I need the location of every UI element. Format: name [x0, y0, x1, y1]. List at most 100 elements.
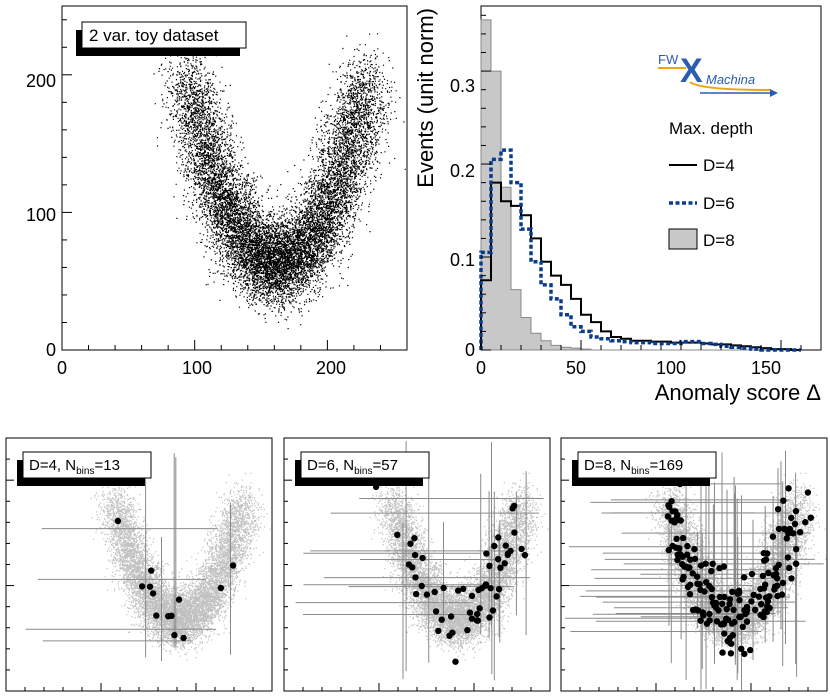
d8-bin-marker: [773, 570, 780, 578]
d6-bin-marker: [412, 574, 419, 581]
d8-bin-marker: [691, 545, 698, 553]
d6-bin-marker: [435, 627, 442, 635]
d8-bin-marker: [738, 645, 745, 652]
d8-bin-marker: [709, 560, 716, 567]
toy-y-tick-200: 200: [26, 71, 56, 91]
hist-y-tick-0.3: 0.3: [450, 76, 475, 96]
d8-bin-marker: [684, 542, 691, 550]
d6-bin-marker: [411, 535, 418, 542]
d6-bin-marker: [446, 632, 453, 639]
d8-bin-marker: [697, 586, 704, 594]
d8-bin-marker: [743, 618, 751, 625]
d8-bin-marker: [693, 606, 700, 613]
d8-label-box: D=8, Nbins=169: [572, 451, 717, 486]
d8-bin-marker: [687, 556, 694, 563]
d4-bin-marker: [168, 612, 175, 619]
d8-bin-marker: [736, 597, 743, 604]
d8-label-sub: bins: [631, 466, 649, 477]
toy-x-tick-100: 100: [182, 358, 212, 378]
d6-background-points: [368, 472, 549, 661]
d4-bin-marker: [114, 517, 122, 525]
d8-bin-marker: [691, 555, 699, 563]
d8-bin-marker: [721, 630, 728, 637]
d8-bin-marker: [748, 570, 756, 578]
d8-bin-marker: [781, 525, 788, 533]
d8-bin-marker: [741, 650, 748, 658]
d4-box-face: [22, 451, 152, 479]
d8-bin-marker: [726, 596, 734, 603]
tree-d6-panel: D=6, Nbins=57: [283, 437, 551, 692]
hist-x-axis-title: Anomaly score Δ: [655, 380, 822, 405]
d4-label-sub: bins: [76, 466, 94, 477]
d8-bin-marker: [721, 593, 728, 601]
d4-background-cloud: [90, 472, 271, 661]
toy-y-tick-100: 100: [26, 205, 56, 225]
d6-bin-marker: [409, 564, 416, 571]
d8-bin-marker: [766, 593, 773, 600]
logo-suffix: Machina: [706, 72, 755, 87]
toy-dataset-point-cloud: [153, 33, 406, 330]
d6-bin-marker: [495, 534, 502, 541]
d8-bin-marker: [720, 620, 727, 627]
d4-bin-marker: [153, 612, 160, 619]
title-box-face: [81, 21, 247, 49]
d8-bin-marker: [716, 593, 724, 601]
anomaly-histogram-panel: 0 50 100 150 0 0.1 0.2 0.3 Anomaly score…: [413, 5, 822, 405]
d8-bin-marker: [802, 519, 809, 526]
d8-label-main: D=8, N: [584, 457, 631, 474]
toy-x-tick-200: 200: [316, 358, 346, 378]
d8-bin-marker: [740, 574, 748, 581]
d6-bin-marker: [486, 614, 493, 621]
histogram-plot-frame: [480, 5, 822, 351]
d8-bin-marker: [784, 554, 792, 561]
d4-bin-marker: [229, 562, 237, 569]
d8-bin-marker: [780, 497, 787, 504]
d6-label-eq: =57: [372, 457, 397, 474]
d4-bin-marker: [149, 590, 157, 597]
hist-y-axis-title: Events (unit norm): [413, 8, 438, 188]
toy-dataset-title: 2 var. toy dataset: [89, 26, 219, 45]
d8-bin-marker: [748, 598, 755, 605]
d8-bin-markers: [664, 477, 814, 658]
d6-bin-marker: [497, 564, 504, 571]
d8-bin-marker: [680, 573, 687, 580]
d6-bin-marker: [478, 585, 486, 592]
d6-bin-marker: [452, 658, 459, 665]
legend-d8-label: D=8: [703, 231, 735, 250]
d4-bin-marker: [175, 596, 183, 603]
d8-bin-marker: [723, 606, 730, 613]
hist-x-tick-150: 150: [751, 358, 781, 378]
legend-d8-swatch: [668, 228, 698, 250]
d8-bin-marker: [708, 585, 715, 593]
d6-bin-marker: [474, 610, 481, 618]
d8-bin-marker: [743, 603, 751, 611]
d8-bin-marker: [807, 514, 814, 521]
d6-bin-marker: [473, 617, 481, 624]
d6-bin-marker: [394, 531, 401, 538]
d8-bin-marker: [671, 519, 678, 526]
d6-label-sub: bins: [354, 466, 372, 477]
d8-bin-marker: [774, 582, 781, 589]
hist-y-tick-0.2: 0.2: [450, 161, 475, 181]
d8-bin-marker: [694, 580, 701, 587]
d8-bin-marker: [762, 556, 770, 563]
d8-bin-marker: [760, 585, 768, 592]
hist-x-tick-0: 0: [476, 358, 486, 378]
d8-bin-marker: [791, 520, 799, 528]
d6-label-main: D=6, N: [307, 457, 354, 474]
d6-bin-marker: [407, 540, 414, 547]
d8-bin-marker: [760, 550, 767, 557]
d6-bin-marker: [495, 586, 503, 593]
d8-bin-marker: [684, 551, 691, 558]
d8-bin-marker: [689, 570, 696, 577]
d6-bin-marker: [440, 584, 447, 592]
histogram-legend: Max. depth D=4 D=6 D=8: [668, 119, 753, 250]
d8-bin-marker: [693, 573, 701, 580]
d6-bin-marker: [419, 554, 426, 562]
d4-bin-boundaries: [25, 453, 231, 661]
d8-bin-marker: [664, 513, 672, 520]
logo-main: X: [680, 52, 703, 90]
hist-x-tick-100: 100: [656, 358, 686, 378]
d8-bin-marker: [758, 600, 765, 608]
d4-label-box: D=4, Nbins=13: [17, 451, 152, 486]
